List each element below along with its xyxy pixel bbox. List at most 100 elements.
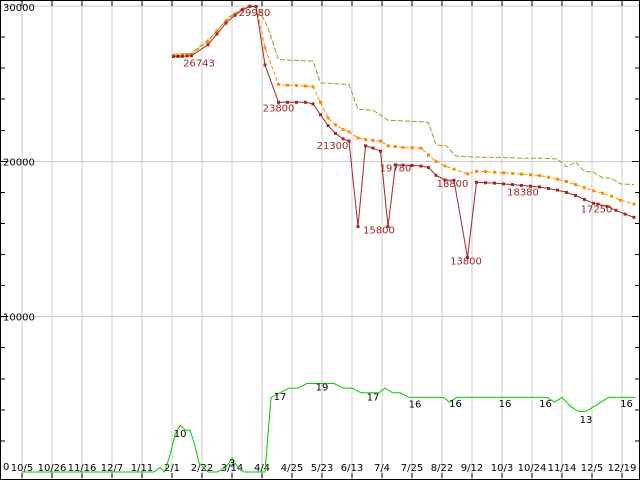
data-point-marker	[379, 149, 382, 153]
data-point-marker	[386, 225, 390, 229]
data-point-marker	[295, 100, 298, 104]
data-point-marker	[190, 54, 193, 58]
data-point-marker	[206, 43, 210, 47]
data-point-marker	[347, 130, 351, 134]
data-point-marker	[596, 202, 600, 206]
data-point-marker	[277, 100, 280, 104]
price-label: 19780	[380, 163, 412, 174]
data-point-marker	[286, 100, 289, 104]
count-label: 16	[539, 399, 552, 410]
data-point-marker	[254, 5, 258, 9]
data-point-marker	[394, 145, 397, 149]
x-tick-label: 10/5	[11, 463, 33, 474]
x-tick-label: 10/24	[518, 463, 547, 474]
price-label: 13800	[450, 257, 482, 268]
data-point-marker	[574, 183, 577, 187]
x-tick-labels: 10/5 10/26 11/16 12/7 1/11 2/1 2/22 3/14 4/4 4/25…	[11, 463, 637, 474]
x-tick-label: 6/13	[341, 463, 363, 474]
x-tick-label: 7/4	[374, 463, 390, 474]
data-point-marker	[304, 84, 307, 88]
data-point-marker	[263, 46, 267, 50]
data-point-marker	[410, 146, 414, 150]
data-point-marker	[565, 180, 568, 183]
data-point-marker	[632, 215, 636, 219]
data-point-marker	[326, 124, 330, 128]
data-point-marker	[493, 181, 496, 185]
data-point-marker	[311, 85, 315, 89]
data-point-marker	[311, 102, 315, 106]
series-highest-price-line	[173, 5, 635, 186]
data-point-marker	[520, 183, 523, 187]
y-tick-label: 20000	[3, 157, 35, 168]
data-point-marker	[419, 146, 423, 150]
data-point-marker	[394, 163, 397, 167]
data-point-marker	[233, 13, 237, 17]
data-point-marker	[601, 191, 604, 195]
x-tick-label: 12/19	[608, 463, 637, 474]
price-label: 17250	[581, 205, 613, 216]
x-tick-label: 11/14	[548, 463, 577, 474]
x-tick-label: 5/23	[311, 463, 333, 474]
data-point-marker	[341, 128, 345, 131]
data-point-marker	[502, 171, 505, 175]
data-point-marker	[614, 208, 618, 212]
data-point-marker	[224, 19, 228, 23]
x-tick-label: 11/16	[68, 463, 97, 474]
data-point-marker	[443, 178, 447, 182]
y-tick-label: 0	[3, 462, 9, 473]
x-tick-label: 2/22	[191, 463, 213, 474]
data-point-marker	[484, 170, 487, 174]
data-point-marker	[511, 183, 514, 187]
x-tick-label: 10/3	[491, 463, 513, 474]
data-point-marker	[466, 172, 469, 176]
data-point-marker	[224, 21, 228, 25]
price-label: 18800	[437, 179, 469, 190]
data-point-marker	[341, 137, 345, 141]
data-point-marker	[386, 144, 390, 148]
y-tick-labels: 0 10000 20000 30000	[3, 3, 35, 473]
data-point-marker	[574, 194, 577, 197]
data-point-marker	[326, 116, 330, 120]
count-label: 16	[409, 400, 422, 411]
data-point-marker	[475, 180, 478, 184]
data-point-marker	[556, 188, 559, 192]
data-point-marker	[475, 169, 478, 173]
data-point-marker	[356, 136, 360, 140]
data-point-marker	[484, 181, 487, 185]
data-point-marker	[511, 171, 514, 175]
data-point-marker	[565, 190, 568, 194]
data-point-marker	[286, 83, 289, 87]
data-point-marker	[623, 212, 627, 216]
data-point-marker	[263, 63, 267, 67]
count-label: 17	[367, 393, 380, 404]
count-label: 10	[174, 429, 187, 440]
data-point-marker	[379, 139, 382, 143]
data-point-marker	[605, 204, 609, 208]
data-point-marker	[176, 55, 180, 58]
data-point-marker	[334, 131, 337, 135]
data-point-marker	[427, 166, 430, 169]
data-point-marker	[401, 163, 405, 167]
data-point-marker	[185, 54, 189, 58]
y-tick-label: 10000	[3, 313, 35, 324]
data-point-marker	[434, 173, 438, 177]
data-point-marker	[592, 189, 595, 193]
x-tick-label: 4/4	[254, 463, 270, 474]
data-point-marker	[493, 170, 496, 174]
data-point-marker	[319, 100, 322, 104]
data-point-marker	[466, 256, 469, 260]
count-label: 16	[620, 399, 633, 410]
count-label: 17	[274, 392, 287, 403]
series-lowest-price-markers	[172, 4, 636, 260]
count-label: 3	[229, 458, 235, 469]
count-label: 16	[449, 399, 462, 410]
data-point-marker	[520, 172, 523, 176]
data-point-marker	[371, 146, 375, 150]
price-label: 18380	[507, 188, 539, 199]
data-point-marker	[401, 145, 405, 149]
data-point-marker	[583, 186, 586, 190]
